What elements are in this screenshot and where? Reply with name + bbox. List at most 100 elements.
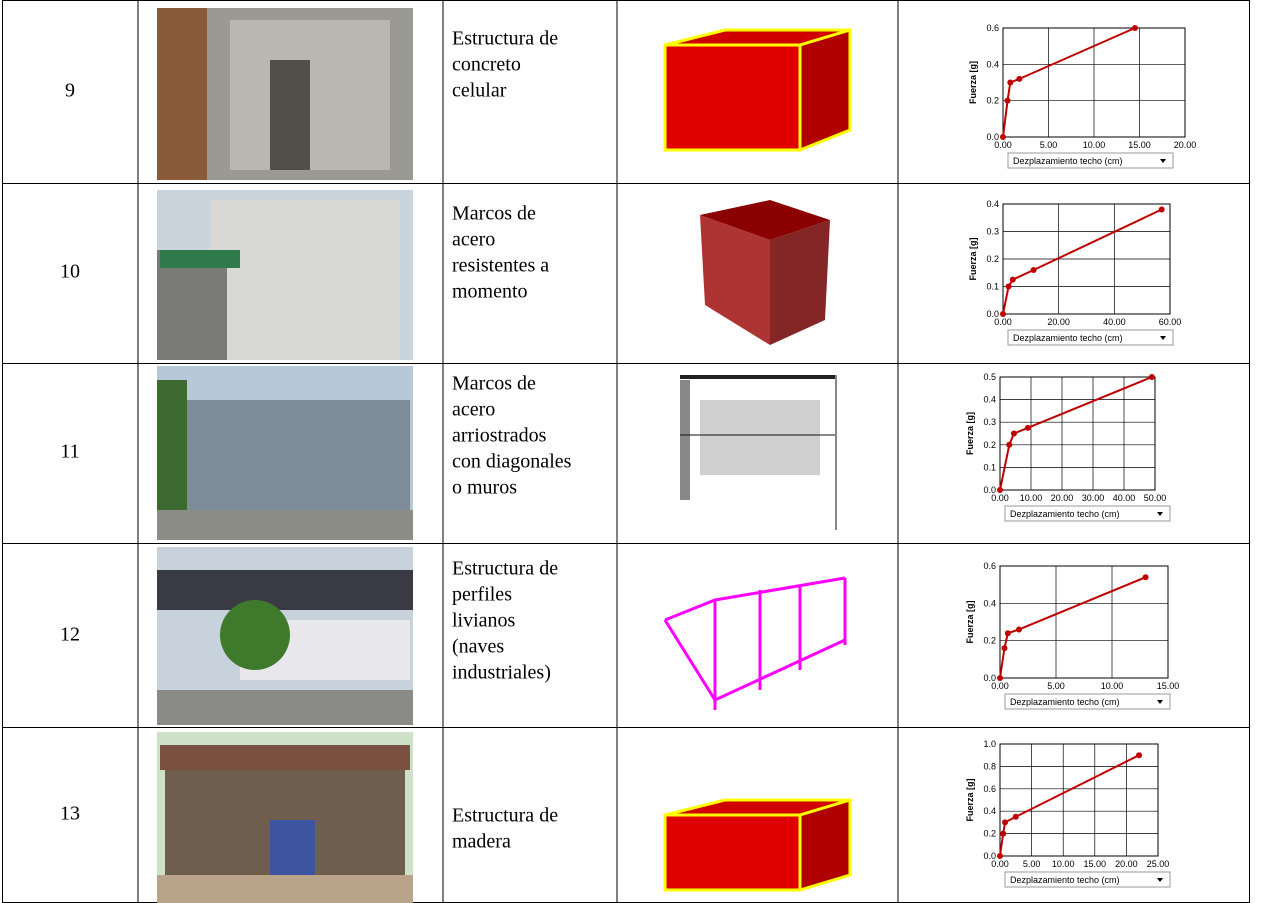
y-axis-label: Fuerza [g] — [968, 61, 978, 104]
data-point — [1016, 626, 1023, 633]
x-tick-label: 50.00 — [1144, 493, 1167, 503]
data-point — [997, 487, 1003, 493]
y-tick-label: 0.6 — [983, 784, 996, 794]
row-number: 9 — [65, 80, 75, 102]
description-line: Estructura de — [452, 805, 558, 827]
data-point — [1001, 645, 1008, 652]
y-tick-label: 0.4 — [986, 199, 999, 209]
x-tick-label: 0.00 — [991, 493, 1009, 503]
y-tick-label: 1.0 — [983, 739, 996, 749]
x-tick-label: 5.00 — [1040, 140, 1058, 150]
pushover-chart: 0.00 20.00 40.00 60.00 0.0 0.1 0.2 0.3 0.4 Fuerza… — [968, 199, 1182, 346]
x-tick-label: 15.00 — [1084, 859, 1107, 869]
description-line: Estructura de — [452, 558, 558, 580]
x-tick-label: 0.00 — [991, 681, 1009, 691]
data-point — [1004, 630, 1011, 637]
data-point — [1000, 311, 1006, 317]
x-axis-label: Dezplazamiento techo (cm) — [1010, 875, 1120, 885]
y-tick-label: 0.4 — [983, 806, 996, 816]
x-tick-label: 20.00 — [1115, 859, 1138, 869]
data-point — [997, 853, 1003, 859]
x-tick-label: 60.00 — [1159, 317, 1182, 327]
data-point — [1158, 206, 1165, 213]
x-axis-label: Dezplazamiento techo (cm) — [1013, 156, 1123, 166]
y-tick-label: 0.0 — [986, 132, 999, 142]
x-tick-label: 10.00 — [1020, 493, 1043, 503]
x-axis-dropdown — [1004, 505, 1171, 522]
y-axis-label: Fuerza [g] — [968, 237, 978, 280]
x-axis-dropdown — [1004, 693, 1171, 710]
plot-area — [999, 376, 1156, 491]
x-tick-label: 40.00 — [1103, 317, 1126, 327]
x-tick-label: 10.00 — [1101, 681, 1124, 691]
description-line: con diagonales — [452, 451, 572, 473]
description-line: acero — [452, 399, 495, 421]
data-point — [1009, 276, 1016, 283]
y-tick-label: 0.0 — [983, 851, 996, 861]
description-line: industriales) — [452, 662, 551, 684]
data-point — [1142, 574, 1149, 581]
x-axis-label: Dezplazamiento techo (cm) — [1013, 333, 1123, 343]
pushover-chart: 0.00 10.00 20.00 30.00 40.00 50.00 0.0 0.1 0.2 0.… — [965, 372, 1171, 522]
description-line: livianos — [452, 610, 516, 632]
description-line: arriostrados — [452, 425, 547, 447]
pushover-chart: 0.00 5.00 10.00 15.00 20.00 0.0 0.2 0.4 0.6 Fuerz… — [968, 23, 1197, 169]
y-tick-label: 0.2 — [983, 440, 996, 450]
pushover-chart: 0.00 5.00 10.00 15.00 20.00 25.00 0.0 0.2 0.4 0.6… — [965, 739, 1171, 888]
row-number: 13 — [60, 803, 80, 825]
x-axis-label: Dezplazamiento techo (cm) — [1010, 697, 1120, 707]
data-point — [1010, 430, 1017, 437]
data-point — [1000, 134, 1006, 140]
x-tick-label: 10.00 — [1083, 140, 1106, 150]
description-line: celular — [452, 80, 507, 102]
y-tick-label: 0.4 — [983, 598, 996, 608]
y-tick-label: 0.2 — [983, 829, 996, 839]
plot-area — [999, 565, 1169, 679]
description-line: concreto — [452, 54, 521, 76]
data-point — [1006, 441, 1013, 448]
y-tick-label: 0.1 — [983, 462, 996, 472]
dropdown-arrow — [1160, 159, 1166, 163]
y-tick-label: 0.1 — [986, 282, 999, 292]
description-line: Estructura de — [452, 28, 558, 50]
y-tick-label: 0.4 — [986, 59, 999, 69]
description-line: o muros — [452, 477, 517, 499]
y-tick-label: 0.6 — [986, 23, 999, 33]
dropdown-arrow — [1160, 336, 1166, 340]
row-number: 12 — [60, 624, 80, 646]
y-axis-label: Fuerza [g] — [965, 778, 975, 821]
x-tick-label: 40.00 — [1113, 493, 1136, 503]
data-point — [1016, 75, 1023, 82]
data-point — [1000, 830, 1007, 837]
data-point — [1024, 424, 1031, 431]
description-line: momento — [452, 281, 528, 303]
data-point — [1136, 752, 1143, 759]
x-tick-label: 5.00 — [1023, 859, 1041, 869]
description-line: perfiles — [452, 584, 512, 606]
x-axis-dropdown — [1007, 152, 1174, 169]
data-point — [1148, 374, 1155, 380]
description-line: acero — [452, 229, 495, 251]
description-line: (naves — [452, 636, 504, 658]
y-tick-label: 0.0 — [983, 485, 996, 495]
y-tick-label: 0.8 — [983, 761, 996, 771]
data-point — [1002, 819, 1009, 826]
x-tick-label: 5.00 — [1047, 681, 1065, 691]
x-tick-label: 15.00 — [1157, 681, 1180, 691]
data-point — [1004, 97, 1011, 104]
pushover-chart: 0.00 5.00 10.00 15.00 0.0 0.2 0.4 0.6 Fuerza [g]… — [965, 561, 1180, 710]
x-tick-label: 20.00 — [1174, 140, 1197, 150]
x-tick-label: 0.00 — [991, 859, 1009, 869]
description-line: resistentes a — [452, 255, 549, 277]
plot-area — [999, 743, 1159, 857]
row-number: 10 — [60, 261, 80, 283]
y-axis-label: Fuerza [g] — [965, 412, 975, 455]
data-point — [1030, 267, 1037, 273]
x-tick-label: 10.00 — [1052, 859, 1075, 869]
x-axis-dropdown — [1007, 329, 1174, 346]
y-tick-label: 0.0 — [986, 309, 999, 319]
y-axis-label: Fuerza [g] — [965, 600, 975, 643]
x-axis-label: Dezplazamiento techo (cm) — [1010, 509, 1120, 519]
